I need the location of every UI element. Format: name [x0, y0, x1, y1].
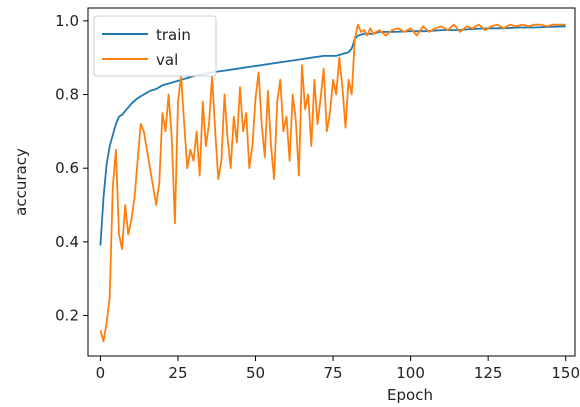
x-tick-label: 0	[96, 364, 106, 382]
x-tick-label: 125	[474, 364, 503, 382]
series-line-val	[99, 23, 566, 343]
legend: train val	[93, 15, 217, 77]
legend-label-train: train	[156, 26, 191, 44]
x-tick-label: 150	[551, 364, 580, 382]
y-tick-label: 0.4	[55, 233, 79, 251]
y-tick-label: 1.0	[55, 12, 79, 30]
legend-label-val: val	[156, 51, 178, 69]
x-axis-label: Epoch	[387, 386, 433, 403]
x-tick-label: 75	[324, 364, 343, 382]
x-tick-label: 100	[396, 364, 425, 382]
legend-box	[93, 15, 217, 77]
plot-frame	[87, 7, 576, 357]
x-tick-label: 50	[246, 364, 265, 382]
y-tick-label: 0.8	[55, 86, 79, 104]
x-tick-label: 25	[168, 364, 187, 382]
y-tick-label: 0.6	[55, 159, 79, 177]
y-axis-label: accuracy	[12, 148, 30, 216]
y-tick-label: 0.2	[55, 306, 79, 324]
